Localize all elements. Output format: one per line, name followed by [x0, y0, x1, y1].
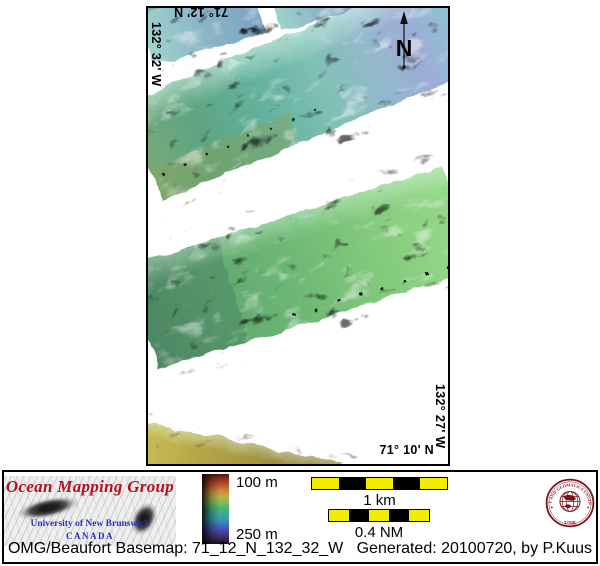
north-label: N — [396, 35, 413, 61]
north-arrowhead-icon — [400, 11, 408, 24]
scalebar-kilometres — [311, 477, 448, 490]
scalebar-km-label: 1 km — [363, 492, 396, 509]
scalebar-segment — [329, 510, 349, 521]
scalebar-segment — [339, 478, 366, 489]
scalebar-nm-label: 0.4 NM — [354, 524, 404, 541]
scalebar-segment — [312, 478, 339, 489]
unb-seal: GEODESY AND GEOMATICS ENGINEERING UNB — [545, 476, 595, 528]
swath-lower — [148, 166, 448, 370]
bathymetry-swaths: N — [148, 8, 448, 464]
scalebar-nautical — [328, 509, 430, 522]
map-caption: OMG/Beaufort Basemap: 71_12_N_132_32_W G… — [7, 540, 593, 557]
depth-label-top: 100 m — [236, 474, 278, 491]
map-viewport: N — [146, 6, 450, 466]
swath-upper — [148, 8, 448, 201]
scalebar-segment — [389, 510, 409, 521]
north-arrow: N — [396, 11, 413, 69]
scalebar-segment — [420, 478, 447, 489]
omg-logo: Ocean Mapping Group University of New Br… — [4, 476, 176, 546]
depth-label-bottom: 250 m — [236, 526, 278, 543]
seal-acronym: UNB — [564, 521, 576, 527]
swath-top-left — [148, 8, 357, 65]
coord-label-left-longitude: 132° 32' W — [149, 22, 163, 87]
logo-title: Ocean Mapping Group — [5, 477, 175, 496]
coord-label-bottom-latitude: 71° 10' N — [379, 443, 434, 457]
globe-icon — [559, 491, 581, 512]
scalebar-segment — [409, 510, 429, 521]
logo-institution: University of New Brunswick — [30, 519, 150, 529]
depth-colorbar — [202, 474, 229, 544]
coord-label-right-longitude: 132° 27' W — [433, 384, 447, 449]
scalebar-segment — [366, 478, 393, 489]
coord-label-top-latitude: 71° 12' N — [173, 5, 229, 19]
scalebar-segment — [369, 510, 389, 521]
scalebar-segment — [393, 478, 420, 489]
footer: Ocean Mapping Group University of New Br… — [2, 470, 598, 564]
logo-country: CANADA — [66, 531, 114, 541]
swath-bottom-left — [148, 422, 343, 464]
scalebar-segment — [349, 510, 369, 521]
